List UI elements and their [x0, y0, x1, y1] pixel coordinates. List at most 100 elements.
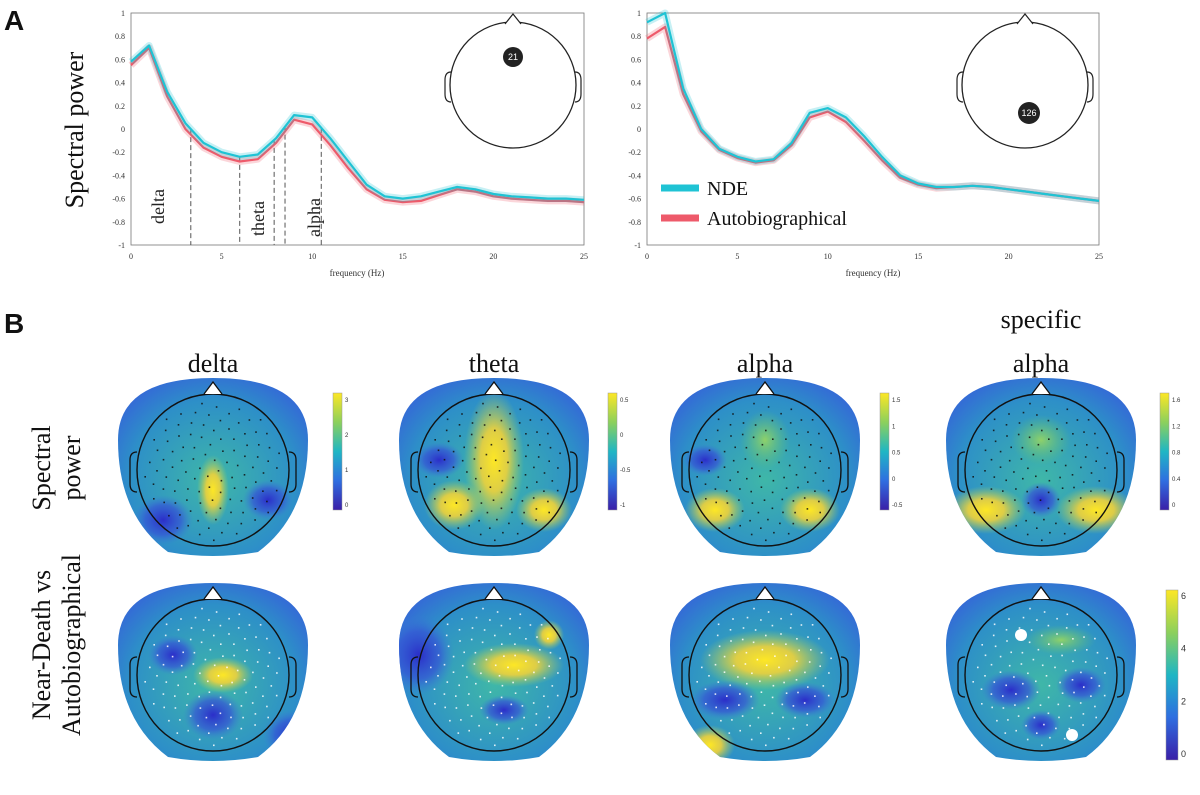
colorbar-tick-label: -0.5: [892, 503, 903, 509]
x-tick-label: 25: [1095, 252, 1103, 261]
topomap-power-delta: [118, 378, 308, 556]
y-tick-label: 0.4: [631, 79, 641, 88]
band-boundary-lines: [190, 126, 322, 245]
colorbar-tick-label: 0.8: [1172, 451, 1181, 457]
band-label-theta: theta: [248, 201, 268, 236]
y-tick-label: 1: [121, 9, 125, 18]
colorbar-3: 1.6 1.2 0.8 0.4 0: [1159, 392, 1181, 511]
x-tick-label: 15: [914, 252, 922, 261]
colorbar-0: 3 2 1 0: [332, 392, 349, 511]
y-tick-label: -0.2: [112, 148, 125, 157]
topomap-power-alpha: [670, 378, 860, 556]
column-title-delta: delta: [188, 349, 239, 378]
y-tick-labels: 1 0.8 0.6 0.4 0.2 0 -0.2 -0.4 -0.6 -0.8 -1: [628, 9, 641, 250]
series-lines: [128, 42, 585, 206]
x-tick-label: 5: [220, 252, 224, 261]
colorbar-tick-label: 2: [1181, 696, 1186, 706]
series-line-autobiographical: [130, 46, 585, 204]
y-tick-label: -0.4: [112, 171, 125, 180]
colorbar-tick-label: 2: [345, 433, 349, 439]
colorbar-tick-label: 0: [620, 433, 624, 439]
row-label-spectral-power-line1: Spectral: [27, 425, 56, 510]
topomap-power-specific-alpha: [946, 378, 1136, 556]
y-tick-label: -0.6: [628, 195, 641, 204]
column-title-theta: theta: [469, 349, 520, 378]
row-label-spectral-power-line2: power: [57, 435, 86, 500]
y-tick-label: -1: [634, 241, 641, 250]
y-tick-label: 0: [121, 125, 125, 134]
electrode-marker: [503, 47, 523, 67]
column-title-alpha: alpha: [737, 349, 794, 378]
colorbar-2: 1.5 1 0.5 0 -0.5: [879, 392, 903, 511]
spectral-line-chart-electrode-21: 1 0.8 0.6 0.4 0.2 0 -0.2 -0.4 -0.6 -0.8 -1 0 5 10 15 2…: [60, 9, 588, 278]
colorbar-1: 0.5 0 -0.5 -1: [607, 392, 631, 511]
x-axis-label: frequency (Hz): [846, 268, 901, 278]
y-tick-label: -0.6: [112, 195, 125, 204]
spectral-line-chart-electrode-126: 1 0.8 0.6 0.4 0.2 0 -0.2 -0.4 -0.6 -0.8 -1 0 5 10 15 2…: [628, 9, 1103, 278]
y-tick-label: 0.6: [631, 55, 641, 64]
series-line-nde: [646, 11, 1100, 202]
topomap-power-theta: [399, 378, 589, 556]
x-tick-label: 10: [308, 252, 316, 261]
head-inset-electrode-21: 21: [444, 13, 582, 149]
y-tick-label: 0.8: [115, 32, 125, 41]
row-label-comparison-line2: Autobiographical: [57, 554, 86, 736]
x-axis-label: frequency (Hz): [330, 268, 385, 278]
colorbar-tick-label: 3: [345, 398, 349, 404]
electrode-label: 21: [508, 52, 518, 62]
band-label-delta: delta: [148, 189, 168, 224]
topomap-contrast-theta: [399, 583, 589, 761]
band-label-alpha: alpha: [304, 198, 324, 237]
colorbar-tick-label: 0.4: [1172, 477, 1181, 483]
plot-frame: [130, 12, 585, 246]
electrode-label: 126: [1021, 108, 1036, 118]
y-axis-label: Spectral power: [60, 51, 89, 208]
colorbar-tick-label: 6: [1181, 591, 1186, 601]
y-tick-label: 0.2: [115, 102, 125, 111]
y-tick-label: 0.2: [631, 102, 641, 111]
plot-frame: [646, 12, 1100, 246]
x-tick-label: 25: [580, 252, 588, 261]
y-tick-label: -1: [118, 241, 125, 250]
x-tick-label: 0: [129, 252, 133, 261]
colorbar-4: 6 4 2 0: [1165, 589, 1186, 761]
row-label-spectral-power: Spectral power: [27, 425, 86, 510]
row-label-near-death-vs-autobiographical: Near-Death vs Autobiographical: [27, 554, 86, 736]
topomap-contrast-alpha: [670, 583, 860, 761]
y-tick-label: -0.2: [628, 148, 641, 157]
electrode-marker: [1018, 102, 1040, 124]
head-inset-electrode-126: 126: [956, 13, 1094, 149]
colorbar-tick-label: 1.6: [1172, 398, 1181, 404]
colorbar-tick-label: 0.5: [620, 398, 629, 404]
row-label-comparison-line1: Near-Death vs: [27, 570, 56, 720]
legend-label-autobiographical: Autobiographical: [707, 208, 847, 230]
x-tick-label: 15: [399, 252, 407, 261]
colorbar-tick-label: 0: [892, 477, 896, 483]
colorbar-tick-label: 0: [1172, 503, 1176, 509]
column-title-specific-alpha-line1: specific: [1001, 305, 1082, 334]
colorbar-tick-label: 0: [345, 503, 349, 509]
x-tick-label: 20: [489, 252, 497, 261]
x-tick-labels: 0 5 10 15 20 25: [645, 252, 1103, 261]
x-tick-label: 0: [645, 252, 649, 261]
column-title-specific-alpha-line2: alpha: [1013, 349, 1070, 378]
colorbar-tick-label: -1: [620, 503, 626, 509]
colorbar-tick-label: 1: [892, 424, 896, 430]
panel-letter-b: B: [4, 308, 24, 339]
colorbar-tick-label: 1: [345, 468, 349, 474]
colorbar-tick-label: 1.5: [892, 398, 901, 404]
colorbar-tick-label: -0.5: [620, 468, 631, 474]
colorbar-tick-label: 1.2: [1172, 424, 1181, 430]
x-tick-labels: 0 5 10 15 20 25: [129, 252, 588, 261]
x-tick-label: 20: [1005, 252, 1013, 261]
significance-marker: [1015, 629, 1027, 641]
topomap-grid: [118, 378, 1136, 761]
significance-marker: [1066, 729, 1078, 741]
x-tick-label: 5: [735, 252, 739, 261]
series-line-nde: [130, 44, 585, 201]
y-tick-label: 0.8: [631, 32, 641, 41]
y-tick-label: -0.4: [628, 171, 641, 180]
legend-label-nde: NDE: [707, 178, 748, 200]
topomap-contrast-delta: [118, 583, 308, 761]
